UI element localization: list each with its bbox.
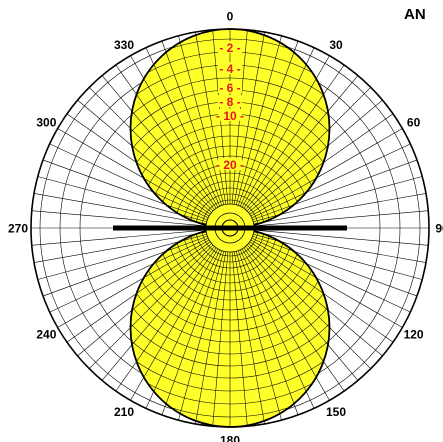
lobe-spoke	[239, 249, 315, 409]
lobe-spoke	[145, 47, 221, 207]
lobe-spoke	[229, 55, 330, 229]
outer-circle	[30, 28, 430, 428]
lobe-spoke	[130, 246, 215, 381]
lobe-spoke	[251, 237, 330, 313]
lobe-spoke	[251, 143, 330, 219]
lobe-spoke	[248, 99, 330, 213]
angle-label-150: 150	[326, 405, 346, 419]
angle-label-210: 210	[114, 405, 134, 419]
lobe-spoke	[237, 40, 299, 206]
lobe-spoke	[130, 143, 209, 219]
ring-label-bg	[218, 41, 242, 53]
lobe-spoke	[245, 246, 330, 381]
angle-label-90: 90	[435, 222, 443, 236]
spoke	[33, 193, 213, 226]
lobe-spoke	[245, 75, 330, 210]
overlay-layer	[30, 28, 430, 428]
spoke	[247, 230, 427, 263]
spoke	[247, 193, 427, 226]
lobe-spoke	[178, 35, 225, 205]
lobe-spoke	[212, 251, 229, 427]
ring-label-8: - 8 -	[219, 95, 240, 109]
lobe-spoke	[195, 31, 227, 205]
angle-label-30: 30	[329, 38, 343, 52]
angle-label-300: 300	[36, 116, 56, 130]
ring-label-bg	[218, 109, 242, 121]
ring-label-10: - 10 -	[216, 109, 244, 123]
ring-label-4: - 4 -	[219, 62, 240, 76]
lobe-spoke	[130, 87, 214, 212]
label-layer: 0 30 60 90 120 150 180 210 240 270 300 330 - 2 - - 4 …	[8, 10, 443, 442]
lobe-spoke	[130, 75, 215, 210]
lobe-spoke	[231, 251, 248, 427]
lobe-spoke	[161, 40, 223, 206]
lobe-spoke	[130, 99, 212, 213]
lobe-spoke	[233, 31, 265, 205]
lobe-spoke	[229, 227, 330, 401]
lobe-spoke	[145, 249, 221, 409]
angle-label-180: 180	[220, 434, 240, 442]
spoke	[33, 230, 213, 263]
angle-label-270: 270	[8, 222, 28, 236]
lobe-spoke	[249, 113, 330, 215]
lobe-spoke	[246, 244, 330, 369]
lobe-spoke	[246, 87, 330, 212]
lobe-spoke	[249, 241, 330, 343]
corner-title: AN	[404, 6, 426, 23]
lobe-spoke	[130, 237, 209, 313]
angle-label-240: 240	[36, 328, 56, 342]
spoke	[31, 229, 213, 246]
angle-label-330: 330	[114, 38, 134, 52]
spoke	[247, 229, 429, 246]
angle-label-120: 120	[404, 328, 424, 342]
ring-label-6: - 6 -	[219, 81, 240, 95]
angle-label-0: 0	[227, 10, 234, 24]
lobe-spoke	[130, 244, 214, 369]
ring-label-bg	[218, 158, 242, 170]
lobe-spoke	[130, 227, 231, 401]
lobe-ring	[130, 77, 330, 379]
lobe-spoke	[130, 113, 211, 215]
lobe-spoke	[178, 251, 225, 421]
lobe-spoke	[195, 251, 227, 425]
lobe-spoke	[235, 251, 282, 421]
lobe-spoke	[233, 251, 265, 425]
spoke	[31, 210, 213, 227]
lobe-spoke	[252, 159, 330, 221]
ring-label-bg	[218, 81, 242, 93]
lobe-spoke	[237, 250, 299, 416]
ring-label-20: - 20 -	[216, 158, 244, 172]
spoke	[247, 210, 429, 227]
lobe-spoke	[130, 241, 211, 343]
lobe-spoke	[248, 243, 330, 357]
lobe-spoke	[130, 235, 208, 297]
ring-label-bg	[218, 95, 242, 107]
lobe-spoke	[130, 159, 208, 221]
lobe-spoke	[252, 235, 330, 297]
lobe-spoke	[130, 55, 231, 229]
ring-label-2: - 2 -	[219, 41, 240, 55]
lobe-spoke	[235, 35, 282, 205]
lobe-spoke	[130, 243, 212, 357]
lobe-spoke	[161, 250, 223, 416]
lobe-ring	[130, 38, 330, 418]
ring-label-bg	[218, 62, 242, 74]
lobe-ring	[130, 124, 330, 332]
lobe-spoke	[239, 47, 315, 207]
angle-label-60: 60	[407, 116, 421, 130]
